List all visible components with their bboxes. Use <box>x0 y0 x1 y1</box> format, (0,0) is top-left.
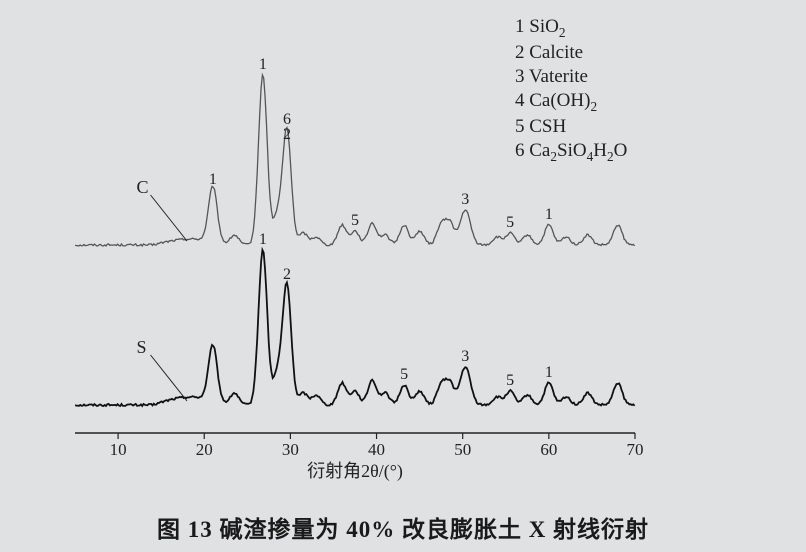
legend-item: 5 CSH <box>515 115 627 139</box>
svg-text:S: S <box>137 337 147 357</box>
legend-item: 6 Ca2SiO4H2O <box>515 139 627 165</box>
legend-item: 1 SiO2 <box>515 15 627 41</box>
svg-text:30: 30 <box>282 440 299 459</box>
svg-text:3: 3 <box>461 191 469 208</box>
svg-text:1: 1 <box>545 206 553 223</box>
svg-text:5: 5 <box>351 212 359 229</box>
svg-text:1: 1 <box>209 171 217 188</box>
svg-text:5: 5 <box>400 366 408 383</box>
legend-item: 2 Calcite <box>515 41 627 65</box>
svg-text:60: 60 <box>540 440 557 459</box>
svg-text:20: 20 <box>196 440 213 459</box>
svg-text:1: 1 <box>259 56 267 73</box>
svg-text:10: 10 <box>110 440 127 459</box>
legend-item: 3 Vaterite <box>515 65 627 89</box>
svg-text:1: 1 <box>259 231 267 248</box>
svg-text:5: 5 <box>506 372 514 389</box>
phase-legend: 1 SiO22 Calcite3 Vaterite4 Ca(OH)25 CSH6… <box>515 15 627 165</box>
svg-text:2: 2 <box>283 266 291 283</box>
svg-text:50: 50 <box>454 440 471 459</box>
legend-item: 4 Ca(OH)2 <box>515 89 627 115</box>
svg-text:40: 40 <box>368 440 385 459</box>
svg-text:70: 70 <box>627 440 644 459</box>
figure-caption: 图 13 碱渣掺量为 40% 改良膨胀土 X 射线衍射 <box>0 510 806 544</box>
svg-text:2: 2 <box>283 126 291 143</box>
svg-text:C: C <box>137 177 149 197</box>
svg-text:3: 3 <box>461 348 469 365</box>
svg-text:5: 5 <box>506 214 514 231</box>
svg-text:1: 1 <box>545 364 553 381</box>
svg-text:衍射角2θ/(°): 衍射角2θ/(°) <box>307 461 403 482</box>
xrd-trace <box>75 250 635 406</box>
